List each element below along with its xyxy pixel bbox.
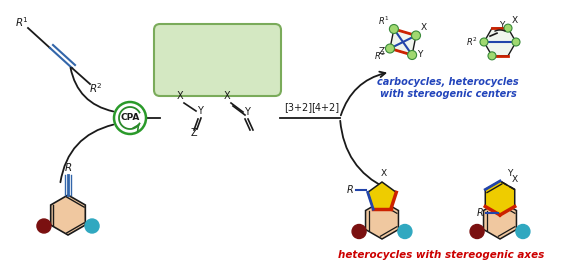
Circle shape (408, 51, 416, 60)
Text: Z: Z (379, 47, 385, 55)
Text: $R^1$: $R^1$ (15, 15, 29, 29)
FancyBboxPatch shape (154, 24, 281, 96)
Text: $R^2$: $R^2$ (89, 81, 103, 95)
Text: with stereogenic centers: with stereogenic centers (380, 89, 516, 99)
Polygon shape (484, 28, 516, 56)
Text: $R^1$: $R^1$ (378, 15, 390, 27)
Text: $R^2$: $R^2$ (374, 50, 386, 63)
Polygon shape (50, 195, 85, 235)
Circle shape (516, 224, 530, 239)
Circle shape (114, 102, 146, 134)
Circle shape (37, 219, 51, 233)
Text: X: X (512, 175, 518, 184)
Circle shape (488, 52, 496, 60)
Text: $R^2$: $R^2$ (466, 36, 478, 48)
Text: X: X (421, 23, 427, 32)
Circle shape (85, 219, 99, 233)
Text: Y: Y (418, 50, 423, 59)
Polygon shape (365, 201, 398, 239)
Text: CPA: CPA (120, 113, 140, 122)
Text: Z: Z (191, 128, 197, 138)
Text: $R^1$: $R^1$ (500, 27, 512, 39)
Text: heterocycles with stereogenic axes: heterocycles with stereogenic axes (338, 250, 544, 260)
Text: Y: Y (244, 107, 250, 117)
Circle shape (512, 38, 520, 46)
Circle shape (411, 31, 420, 40)
Text: [3+2]: [3+2] (284, 102, 312, 112)
Polygon shape (390, 29, 416, 55)
Circle shape (352, 224, 366, 239)
Circle shape (386, 44, 394, 53)
Polygon shape (484, 201, 516, 239)
Circle shape (480, 38, 488, 46)
Text: [4+2]: [4+2] (311, 102, 339, 112)
Text: R: R (477, 208, 483, 218)
Text: X: X (381, 169, 387, 178)
Text: R: R (346, 185, 353, 195)
Circle shape (504, 24, 512, 32)
Circle shape (398, 224, 412, 239)
Text: Y: Y (499, 21, 505, 30)
Circle shape (389, 24, 398, 33)
Text: Y: Y (508, 169, 513, 178)
Polygon shape (485, 181, 514, 215)
Text: X: X (224, 91, 230, 101)
Text: R: R (64, 163, 71, 173)
Text: X: X (177, 91, 183, 101)
Polygon shape (368, 182, 396, 209)
Text: carbocycles, heterocycles: carbocycles, heterocycles (377, 77, 519, 87)
Circle shape (470, 224, 484, 239)
Text: X: X (512, 16, 518, 25)
Text: Y: Y (197, 106, 203, 116)
